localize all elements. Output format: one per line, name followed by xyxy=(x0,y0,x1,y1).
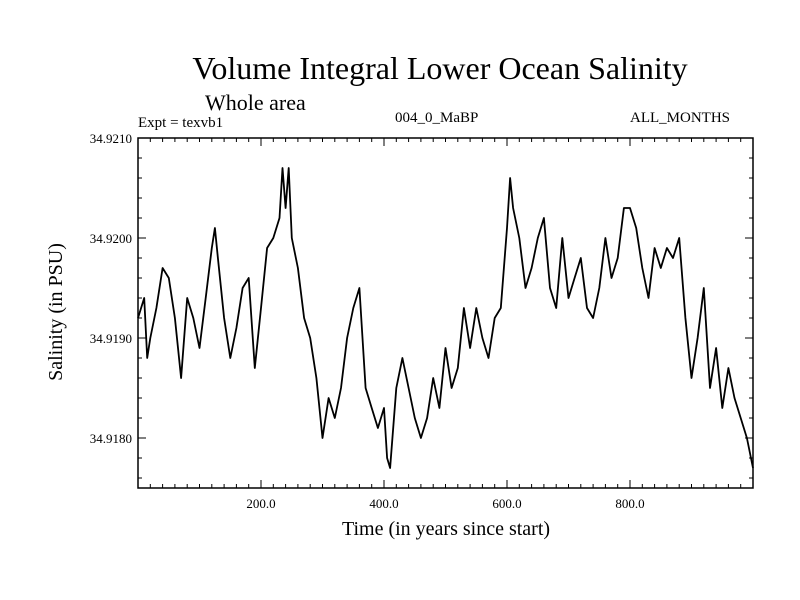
chart-subtitle: Whole area xyxy=(205,90,306,115)
y-tick-label: 34.9180 xyxy=(90,431,132,446)
plot-border xyxy=(137,137,754,489)
tick-labels: 200.0 400.0 600.0 800.0 34.9180 34.9190 34.920… xyxy=(90,131,645,511)
y-tick-label: 34.9210 xyxy=(90,131,132,146)
period-label: 004_0_MaBP xyxy=(395,110,479,126)
plot-area xyxy=(137,137,754,489)
data-series xyxy=(137,167,754,469)
axis-ticks xyxy=(137,137,754,488)
y-tick-label: 34.9200 xyxy=(90,231,132,246)
x-axis-label: Time (in years since start) xyxy=(342,518,550,540)
y-axis-label: Salinity (in PSU) xyxy=(45,243,67,381)
x-tick-label: 400.0 xyxy=(369,496,398,511)
experiment-label: Expt = texvb1 xyxy=(138,115,224,131)
months-label: ALL_MONTHS xyxy=(630,110,730,126)
x-tick-label: 600.0 xyxy=(492,496,521,511)
y-tick-label: 34.9190 xyxy=(90,331,132,346)
series-line xyxy=(137,167,754,469)
chart-title: Volume Integral Lower Ocean Salinity xyxy=(192,50,688,86)
x-tick-label: 800.0 xyxy=(615,496,644,511)
x-tick-label: 200.0 xyxy=(246,496,275,511)
